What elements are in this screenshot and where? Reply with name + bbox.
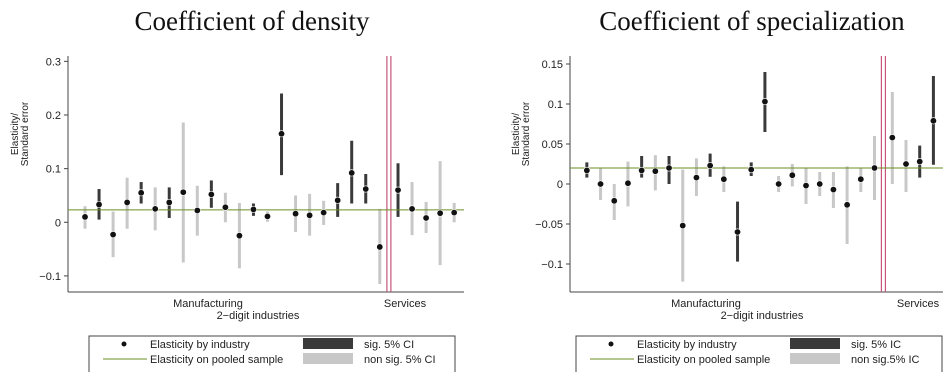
panel2-point: [638, 166, 646, 174]
panel1-y-tick-label: 0.1: [46, 164, 61, 176]
panel1-point: [137, 189, 145, 197]
panel2-chart: Coefficient of specialization −0.1 −0.05 0 0…: [511, 6, 943, 372]
panel1-point: [348, 169, 356, 177]
panel1-legend-frame: [88, 335, 456, 372]
panel1-point: [450, 209, 458, 217]
panel2-y-tick-label: 0.1: [548, 99, 563, 111]
panel1-point: [235, 232, 243, 240]
panel2-legend-label: sig. 5% IC: [851, 339, 901, 351]
panel2-legend: Elasticity by industry Elasticity on pool…: [575, 335, 943, 372]
panel2-y-label-line: Elasticity/: [511, 113, 522, 155]
panel1-point: [306, 211, 314, 219]
panel2-point: [624, 179, 632, 187]
panel2-point: [929, 117, 937, 125]
panel1-point: [109, 231, 117, 239]
panel1-point: [207, 190, 215, 198]
panel1-title: Coefficient of density: [135, 6, 370, 36]
panel1-y-tick-label: 0.2: [46, 110, 61, 122]
panel1-legend-label: sig. 5% CI: [364, 339, 414, 351]
panel2-legend-swatch: [790, 353, 840, 364]
panel2-point: [843, 201, 851, 209]
panel2-point: [747, 166, 755, 174]
panel2-legend-frame: [575, 335, 943, 372]
panel1-point: [221, 203, 229, 211]
panel1-point: [249, 205, 257, 213]
panel1-point: [81, 213, 89, 221]
panel1-legend-label: Elasticity by industry: [150, 339, 250, 351]
panel1-point: [422, 214, 430, 222]
panel1-point: [151, 205, 159, 213]
panel2-point: [802, 182, 810, 190]
panel2-point: [706, 162, 714, 170]
panel2-x-label: 2−digit industries: [721, 310, 804, 322]
panel1-legend-swatch: [303, 353, 353, 364]
panel2-point: [692, 174, 700, 182]
panel2-point: [651, 167, 659, 175]
panel1-y-tick-label: 0.3: [46, 56, 61, 68]
panel1-legend-swatch: [303, 338, 353, 349]
panel2-point: [816, 180, 824, 188]
panel2-point: [871, 164, 879, 172]
panel2-y-tick-label: −0.1: [541, 259, 563, 271]
panel1-chart: Coefficient of density −0.1 0 0.1 0.2 0.3 Elas…: [10, 6, 464, 372]
panel1-point: [263, 212, 271, 220]
panel1-point: [193, 206, 201, 214]
panel2-y-label-line: Standard error: [521, 101, 532, 166]
panel2-point: [788, 171, 796, 179]
panel1-y-label-line: Standard error: [20, 101, 31, 166]
panel2-point: [583, 166, 591, 174]
panel1-x-group-label: Services: [384, 298, 427, 310]
panel1-y-tick-label: 0: [55, 217, 61, 229]
panel2-point: [679, 222, 687, 230]
panel2-y-tick-label: 0.05: [542, 139, 563, 151]
panel1-y-label-line: Elasticity/: [10, 113, 21, 155]
panel2-legend-label: non sig.5% IC: [851, 354, 920, 366]
panel1-point: [292, 210, 300, 218]
panel2-title: Coefficient of specialization: [599, 6, 905, 36]
panel1-point: [408, 205, 416, 213]
panel1-point: [394, 186, 402, 194]
panel2-point: [720, 175, 728, 183]
panel2-legend-label: Elasticity by industry: [637, 339, 737, 351]
panel2-point: [829, 186, 837, 194]
panel2-point: [665, 164, 673, 172]
panel1-x-label: 2−digit industries: [217, 310, 300, 322]
panel2-legend-dot-symbol: [608, 341, 614, 347]
panel2-point: [888, 134, 896, 142]
panel1-point: [334, 196, 342, 204]
panel2-point: [902, 160, 910, 168]
panel1-point: [165, 198, 173, 206]
panel1-point: [278, 130, 286, 138]
panel2-point: [761, 98, 769, 106]
panel2-x-group-label: Services: [897, 298, 940, 310]
panel1-legend-dot-symbol: [121, 341, 127, 347]
panel2-y-tick-label: 0: [557, 179, 563, 191]
panel2-x-group-label: Manufacturing: [671, 298, 741, 310]
panel2-point: [597, 180, 605, 188]
panel2-point: [916, 158, 924, 166]
panel1-point: [179, 188, 187, 196]
panel2-legend-swatch: [790, 338, 840, 349]
panel2-y-label: Elasticity/Standard error: [511, 101, 532, 166]
panel1-y-label: Elasticity/Standard error: [10, 101, 31, 166]
panel1-point: [362, 185, 370, 193]
panel1-point: [436, 209, 444, 217]
panel1-legend-label: Elasticity on pooled sample: [150, 354, 283, 366]
panel2-point: [857, 175, 865, 183]
panel2-y-tick-label: 0.15: [542, 59, 563, 71]
panel1-point: [320, 209, 328, 217]
panel1-point: [123, 198, 131, 206]
panel1-point: [95, 201, 103, 209]
panel2-legend-label: Elasticity on pooled sample: [637, 354, 770, 366]
panel1-y-tick-label: −0.1: [39, 271, 61, 283]
panel1-legend-label: non sig. 5% CI: [364, 354, 436, 366]
panel2-y-tick-label: −0.05: [535, 219, 563, 231]
panel2-point: [775, 180, 783, 188]
panel1-point: [376, 243, 384, 251]
panel2-point: [610, 197, 618, 205]
panel1-x-group-label: Manufacturing: [173, 298, 243, 310]
panel1-legend: Elasticity by industry Elasticity on pool…: [88, 335, 456, 372]
panel2-point: [734, 228, 742, 236]
